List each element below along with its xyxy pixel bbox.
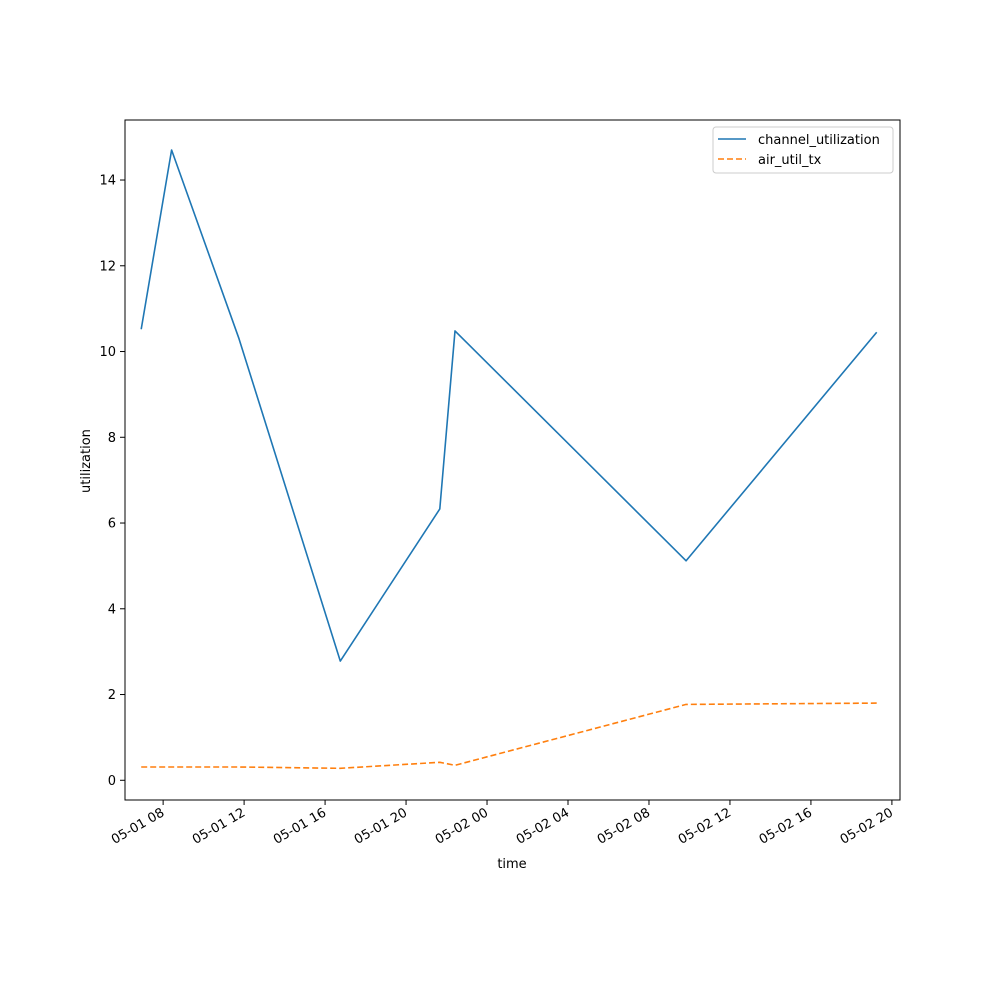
plot-area-frame (124, 119, 901, 801)
legend: channel_utilization air_util_tx (712, 126, 894, 174)
y-tick-label: 4 (108, 602, 116, 617)
y-tick-label: 2 (108, 688, 116, 703)
x-axis-label: time (497, 857, 526, 872)
legend-box (712, 126, 894, 174)
y-tick-label: 6 (108, 517, 116, 532)
series-line-air-util-tx (141, 702, 877, 770)
y-tick-label: 8 (108, 431, 116, 446)
series-layer (140, 149, 878, 770)
y-axis-label: utilization (79, 429, 94, 493)
series-line-channel-utilization (140, 149, 878, 662)
y-tick-label: 10 (99, 345, 116, 360)
legend-label-air-util-tx: air_util_tx (758, 153, 822, 168)
y-tick-label: 12 (99, 259, 116, 274)
y-axis: 0 2 4 6 8 10 12 14 (99, 174, 125, 789)
y-tick-label: 0 (108, 774, 116, 789)
legend-label-channel-utilization: channel_utilization (758, 133, 880, 148)
y-tick-label: 14 (99, 174, 116, 189)
